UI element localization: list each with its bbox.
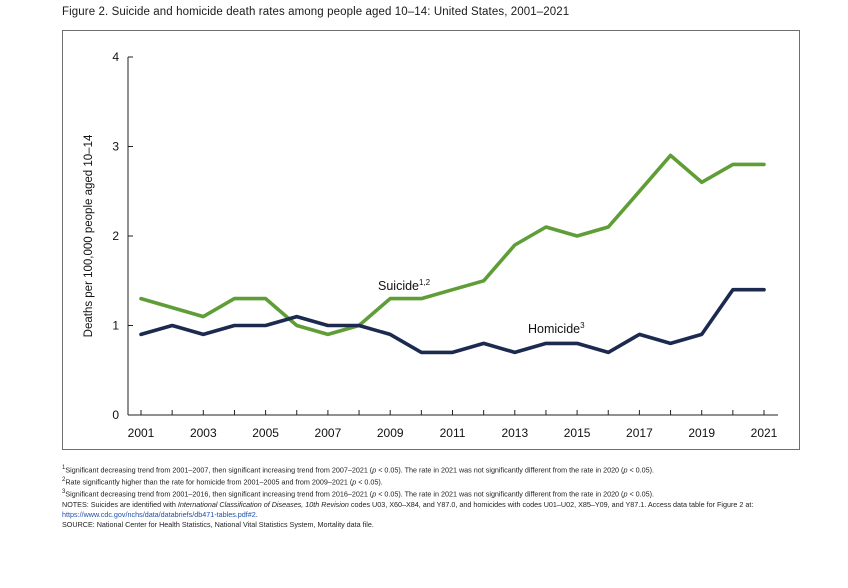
x-tick-label: 2007 [315,426,342,440]
line-chart: 0 1 2 3 4 2001 2003 2005 2007 2009 2011 2013 2015 201… [83,50,778,440]
footnotes: 1Significant decreasing trend from 2001–… [62,464,802,531]
x-tick-label: 2017 [626,426,653,440]
data-table-link[interactable]: https://www.cdc.gov/nchs/data/databriefs… [62,509,256,519]
y-tick-label: 0 [112,408,119,422]
series-line-homicide [139,287,766,355]
x-tick-label: 2001 [128,426,155,440]
y-axis-title: Deaths per 100,000 people aged 10–14 [83,134,95,337]
footnote-3: 3Significant decreasing trend from 2001–… [62,488,655,499]
figure-title: Figure 2. Suicide and homicide death rat… [62,6,570,18]
x-tick-label: 2013 [501,426,528,440]
y-tick-label: 3 [112,140,119,154]
y-tick-label: 4 [112,50,119,64]
chart-axes: 0 1 2 3 4 2001 2003 2005 2007 2009 2011 2013 2015 201… [83,50,778,440]
chart-series-labels: Suicide1,2 Homicide3 [378,278,585,336]
x-tick-label: 2021 [751,426,778,440]
series-label-homicide: Homicide3 [528,321,585,336]
y-tick-label: 1 [112,319,119,333]
chart-series [139,153,766,355]
series-line-suicide [139,153,766,337]
chart-panel [62,30,800,450]
notes-text: NOTES: Suicides are identified with Inte… [62,499,754,519]
x-tick-label: 2011 [440,426,466,440]
y-tick-label: 2 [112,229,119,243]
footnote-2: 2Rate significantly higher than the rate… [62,476,383,487]
series-label-suicide: Suicide1,2 [378,278,431,293]
footnote-1: 1Significant decreasing trend from 2001–… [62,465,655,475]
x-tick-label: 2005 [252,426,279,440]
x-tick-label: 2003 [190,426,217,440]
source-text: SOURCE: National Center for Health Stati… [62,520,374,530]
x-tick-label: 2015 [564,426,591,440]
x-tick-label: 2009 [377,426,404,440]
x-tick-label: 2019 [688,426,715,440]
